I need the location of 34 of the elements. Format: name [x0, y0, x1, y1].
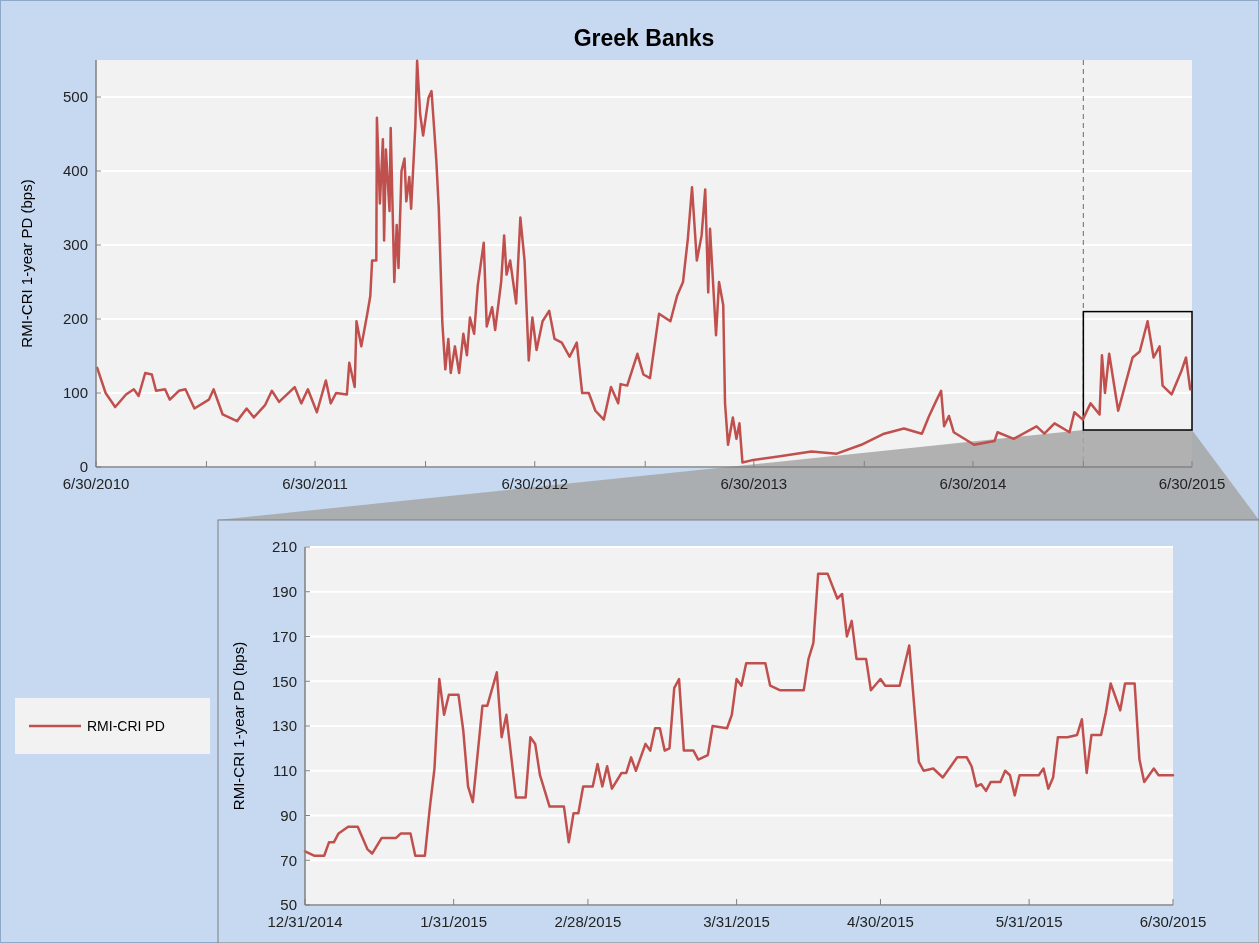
y-tick-label: 500: [62, 88, 88, 106]
x-tick-label: 4/30/2015: [847, 913, 914, 930]
x-tick-label: 3/31/2015: [703, 913, 770, 930]
x-tick-label: 6/30/2012: [501, 475, 569, 492]
y-tick-label: 150: [271, 672, 297, 690]
y-tick-label: 170: [271, 627, 297, 645]
x-tick-label: 6/30/2013: [720, 475, 788, 492]
y-tick-label: 210: [271, 538, 297, 556]
x-tick-label: 6/30/2014: [939, 475, 1007, 492]
legend-label: RMI-CRI PD: [87, 717, 165, 734]
x-tick-label: 12/31/2014: [267, 913, 343, 930]
x-tick-label: 6/30/2010: [62, 475, 130, 492]
line-series: [303, 572, 1175, 858]
line-series: [95, 59, 1192, 464]
y-tick-label: 190: [271, 583, 297, 600]
y-axis-title: RMI-CRI 1-year PD (bps): [230, 641, 247, 811]
x-tick-label: 6/30/2015: [1139, 913, 1207, 930]
y-tick-label: 0: [79, 458, 88, 476]
x-tick-label: 2/28/2015: [554, 913, 622, 930]
chart-title: Greek Banks: [573, 25, 715, 51]
y-tick-label: 100: [62, 384, 88, 402]
x-tick-label: 5/31/2015: [995, 913, 1063, 930]
y-tick-label: 110: [273, 762, 297, 779]
y-tick-label: 70: [280, 851, 297, 869]
y-tick-label: 200: [62, 310, 88, 328]
y-tick-label: 50: [280, 896, 297, 914]
y-tick-label: 300: [62, 236, 88, 254]
x-tick-label: 1/31/2015: [420, 913, 488, 930]
y-tick-label: 130: [271, 717, 297, 735]
x-tick-label: 6/30/2015: [1158, 475, 1226, 492]
y-tick-label: 90: [280, 806, 297, 824]
y-axis-title: RMI-CRI 1-year PD (bps): [18, 179, 35, 348]
x-tick-label: 6/30/2011: [282, 475, 348, 492]
y-tick-label: 400: [62, 162, 88, 180]
